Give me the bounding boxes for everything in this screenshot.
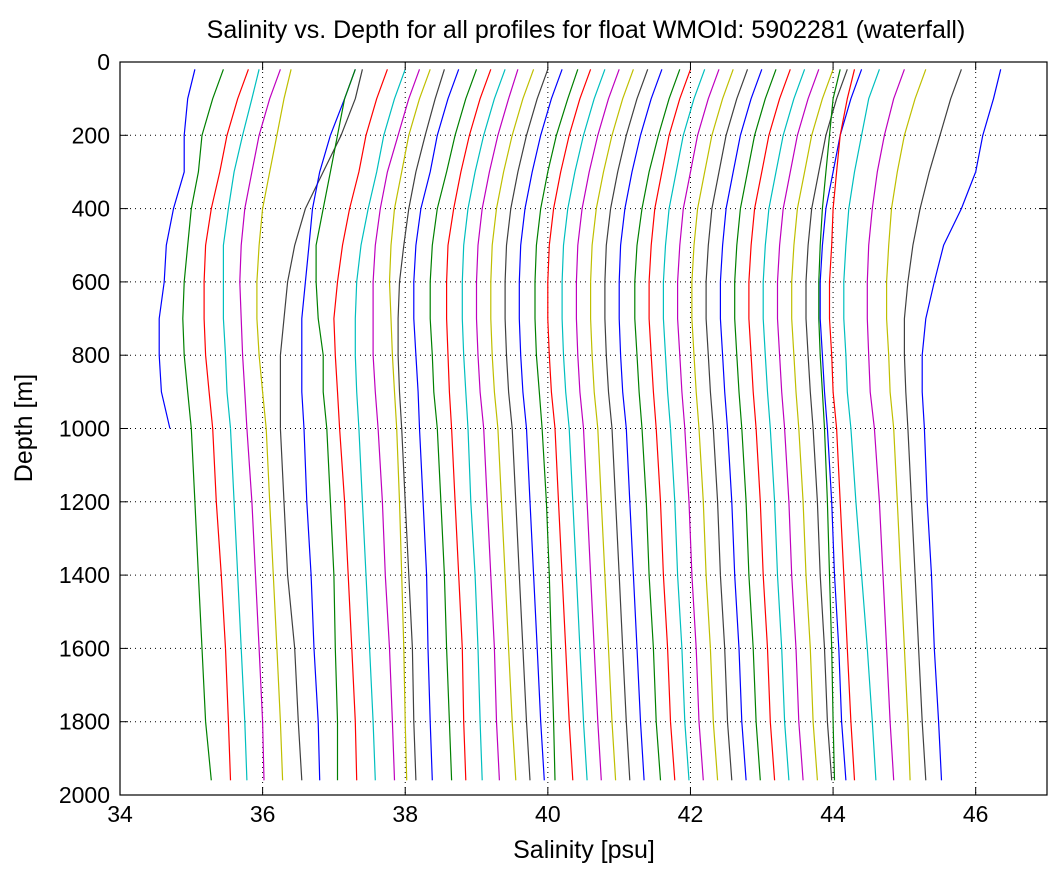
- x-tick-label: 36: [250, 801, 276, 827]
- salinity-profile-line-8: [301, 69, 356, 781]
- salinity-profile-line-15: [413, 69, 460, 781]
- salinity-profile-line-23: [534, 69, 579, 781]
- salinity-profile-line-31: [648, 69, 692, 781]
- salinity-profile-line-16: [429, 69, 478, 781]
- series-group: [158, 69, 1002, 781]
- salinity-profile-line-44: [818, 69, 841, 781]
- salinity-profile-line-19: [475, 69, 519, 781]
- x-tick-label: 40: [535, 801, 561, 827]
- x-axis-label: Salinity [psu]: [513, 836, 655, 864]
- salinity-profile-line-32: [662, 69, 706, 781]
- salinity-profile-line-37: [734, 69, 777, 781]
- salinity-profile-line-46: [843, 69, 880, 781]
- salinity-profile-line-25: [561, 69, 606, 781]
- salinity-profile-line-38: [748, 69, 791, 781]
- y-tick-label: 1400: [59, 562, 110, 588]
- salinity-profile-line-42: [805, 69, 848, 781]
- salinity-profile-line-14: [397, 69, 445, 781]
- salinity-profile-line-50: [921, 69, 1002, 781]
- y-tick-label: 1800: [59, 709, 110, 735]
- salinity-profile-line-4: [222, 69, 260, 781]
- y-tick-label: 800: [72, 342, 110, 368]
- salinity-profile-line-10: [333, 69, 388, 781]
- grid-lines: [120, 62, 1047, 795]
- salinity-profile-line-12: [372, 69, 421, 781]
- chart-title: Salinity vs. Depth for all profiles for …: [207, 16, 966, 44]
- salinity-profile-line-11: [354, 69, 406, 781]
- salinity-profile-line-43: [819, 69, 863, 781]
- y-tick-label: 2000: [59, 782, 110, 808]
- salinity-profile-line-6: [256, 69, 292, 781]
- y-tick-label: 200: [72, 122, 110, 148]
- y-tick-label: 1200: [59, 489, 110, 515]
- y-tick-label: 400: [72, 196, 110, 222]
- salinity-profile-line-48: [885, 69, 927, 781]
- salinity-profile-line-3: [203, 69, 249, 781]
- salinity-profile-line-36: [719, 69, 763, 781]
- salinity-profile-line-5: [239, 69, 281, 781]
- salinity-profile-line-27: [589, 69, 634, 781]
- salinity-profile-line-28: [604, 69, 649, 781]
- salinity-profile-line-35: [705, 69, 749, 781]
- y-tick-labels: 0 200 400 600 800 1000 1200 1400 1600 1800 2000: [59, 49, 110, 808]
- salinity-profile-line-7: [279, 69, 363, 781]
- y-tick-label: 600: [72, 269, 110, 295]
- salinity-profile-line-17: [446, 69, 492, 781]
- salinity-profile-line-41: [791, 69, 834, 781]
- salinity-profile-line-49: [903, 69, 962, 781]
- y-tick-label: 1600: [59, 635, 110, 661]
- x-tick-label: 42: [678, 801, 704, 827]
- y-axis-label: Depth [m]: [10, 374, 38, 482]
- salinity-profile-line-9: [315, 69, 356, 781]
- salinity-profile-line-18: [461, 69, 506, 781]
- tick-marks: [119, 61, 1047, 796]
- salinity-profile-line-26: [575, 69, 620, 781]
- salinity-profile-line-24: [547, 69, 592, 781]
- salinity-profile-line-21: [504, 69, 549, 781]
- salinity-profile-line-45: [828, 69, 856, 781]
- x-tick-label: 38: [392, 801, 418, 827]
- salinity-profile-line-30: [634, 69, 681, 781]
- salinity-profile-line-34: [691, 69, 734, 781]
- salinity-profile-line-13: [388, 69, 431, 781]
- salinity-profile-line-20: [490, 69, 535, 781]
- x-tick-label: 34: [107, 801, 133, 827]
- salinity-profile-line-47: [866, 69, 905, 781]
- salinity-profile-line-2: [182, 69, 224, 781]
- salinity-profile-line-22: [518, 69, 563, 781]
- salinity-profile-line-1: [158, 69, 196, 429]
- x-tick-label: 44: [820, 801, 846, 827]
- salinity-profile-line-39: [762, 69, 806, 781]
- y-tick-label: 0: [97, 49, 110, 75]
- salinity-profile-line-40: [776, 69, 820, 781]
- y-tick-label: 1000: [59, 416, 110, 442]
- salinity-profile-line-29: [618, 69, 663, 781]
- x-tick-labels: 34 36 38 40 42 44 46: [107, 801, 988, 827]
- x-tick-label: 46: [963, 801, 989, 827]
- salinity-profile-line-33: [676, 69, 720, 781]
